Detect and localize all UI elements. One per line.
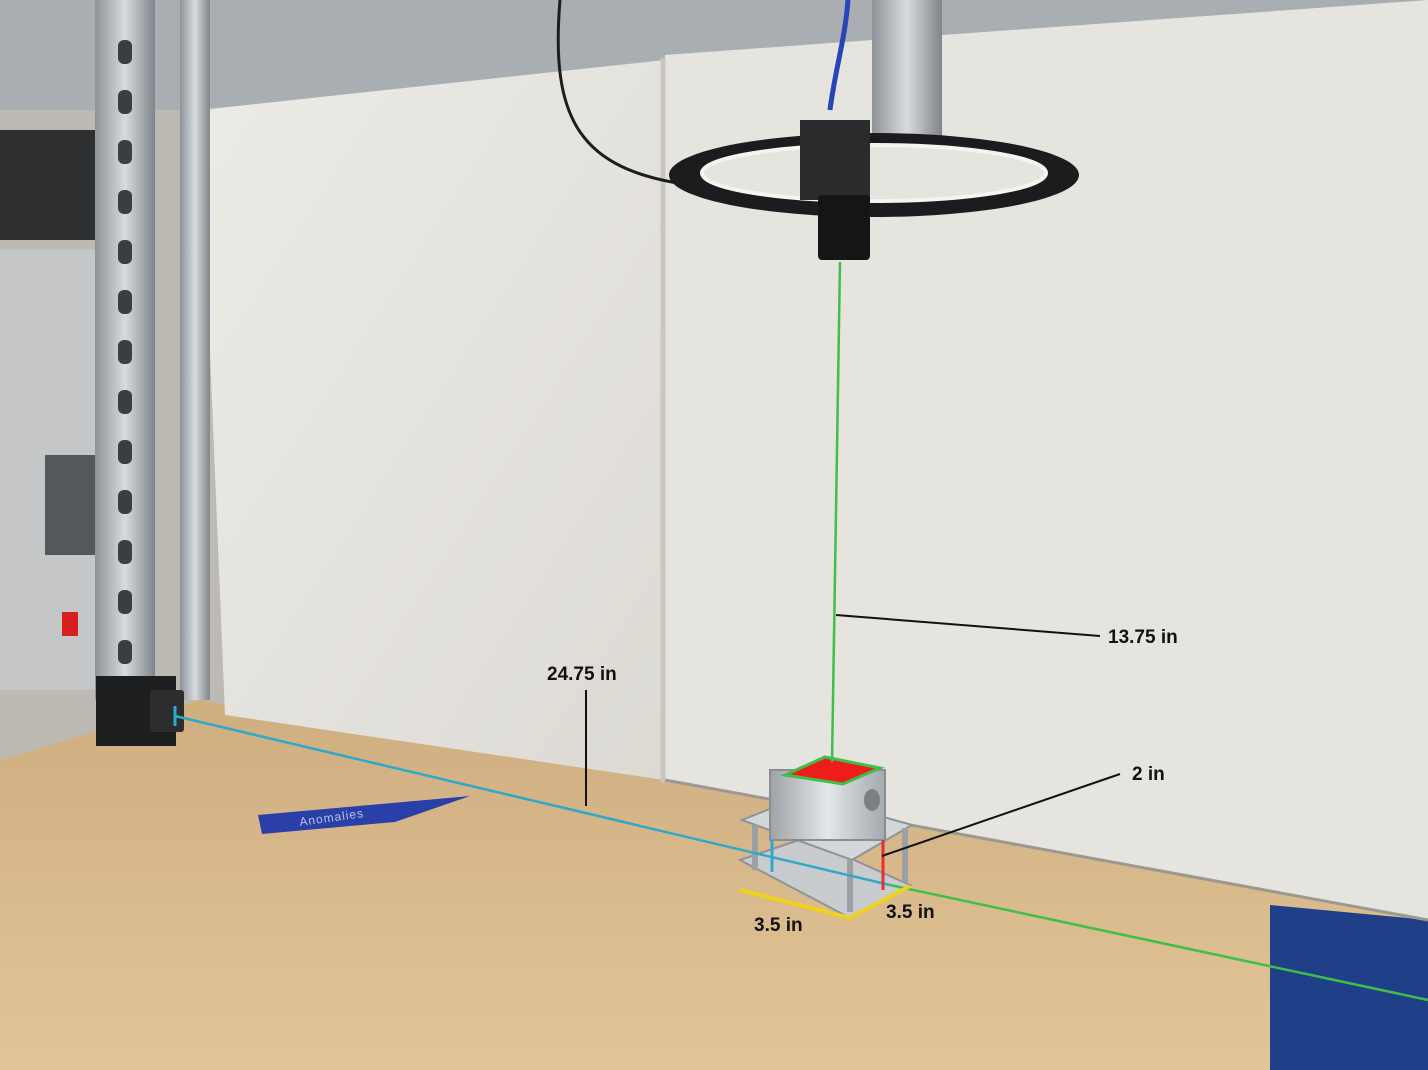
side-distance-label: 24.75 in [547,664,617,685]
top-camera-body [800,120,870,200]
fixture-height-label: 2 in [1132,764,1165,785]
top-camera-axis-line [830,261,842,763]
test-fixture [737,755,915,920]
fixture-depth-label: 3.5 in [886,902,935,923]
fixture-height-leader [881,773,1121,857]
fixture-width-label: 3.5 in [754,915,803,936]
strut-slots [118,40,132,664]
strut-pole-right [180,0,210,700]
dark-box [0,130,100,240]
side-camera-lens [150,690,184,732]
masking-tape [258,796,470,834]
workbench-top [0,700,1428,1070]
camera-height-leader [835,614,1101,637]
top-camera-lens [818,195,870,260]
camera-height-label: 13.75 in [1108,627,1178,648]
usb-cable-blue [827,0,851,111]
fixture-width-outline [739,884,911,921]
camera-cable [556,0,691,187]
fixture-base-plate [737,836,913,920]
sample-target [779,755,886,786]
ring-light-inner [702,145,1046,201]
power-switch [62,612,78,636]
workbench-front-edge [1270,905,1428,1070]
side-camera-axis-extension [889,883,1428,1002]
printer-panel [45,455,100,555]
wall-panel-left [200,60,665,780]
ring-light-glow [700,143,1048,203]
fixture-hole [864,789,880,811]
